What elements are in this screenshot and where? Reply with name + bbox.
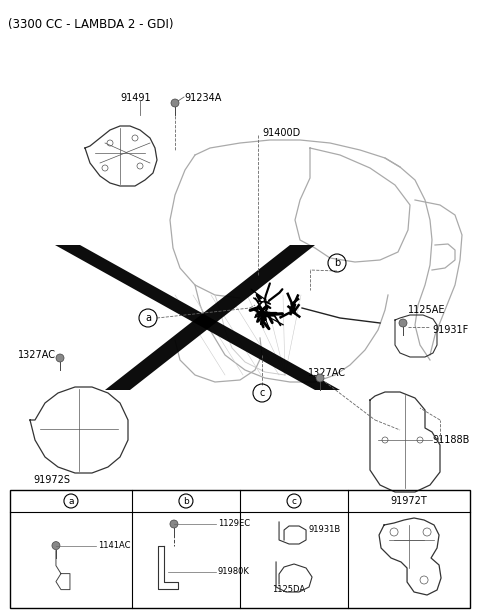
Text: (3300 CC - LAMBDA 2 - GDI): (3300 CC - LAMBDA 2 - GDI) — [8, 18, 173, 31]
Polygon shape — [55, 245, 340, 390]
Text: 91931B: 91931B — [308, 526, 340, 535]
Text: 91188B: 91188B — [432, 435, 469, 445]
Circle shape — [56, 354, 64, 362]
Text: 1125DA: 1125DA — [273, 585, 306, 594]
Text: 1141AC: 1141AC — [98, 541, 131, 550]
Circle shape — [399, 319, 407, 327]
Text: 1327AC: 1327AC — [18, 350, 56, 360]
Text: 91491: 91491 — [120, 93, 151, 103]
Circle shape — [316, 374, 324, 382]
Text: a: a — [145, 313, 151, 323]
Text: 1129EC: 1129EC — [218, 519, 250, 529]
Circle shape — [52, 542, 60, 550]
Text: b: b — [334, 258, 340, 268]
Bar — [10, 490, 470, 608]
Text: 91972S: 91972S — [33, 475, 70, 485]
Text: 91980K: 91980K — [218, 567, 250, 577]
Text: 91931F: 91931F — [432, 325, 468, 335]
Text: 91400D: 91400D — [262, 128, 300, 138]
Text: c: c — [259, 388, 264, 398]
Text: 1327AC: 1327AC — [308, 368, 346, 378]
Circle shape — [170, 520, 178, 528]
Text: c: c — [291, 497, 297, 505]
Polygon shape — [105, 245, 315, 390]
Text: 1125AE: 1125AE — [408, 305, 445, 315]
Circle shape — [171, 99, 179, 107]
Text: 91234A: 91234A — [184, 93, 221, 103]
Text: b: b — [183, 497, 189, 505]
Text: 91972T: 91972T — [391, 496, 427, 506]
Text: a: a — [68, 497, 74, 505]
